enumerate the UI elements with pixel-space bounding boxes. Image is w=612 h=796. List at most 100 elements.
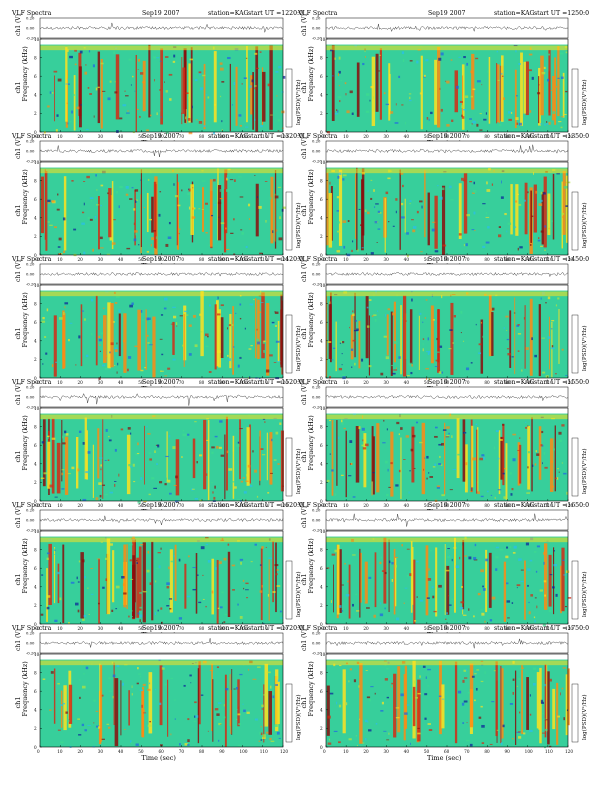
sferic-streak xyxy=(203,419,207,490)
noise-patch xyxy=(87,87,90,89)
waveform-trace xyxy=(325,23,569,32)
noise-patch xyxy=(521,369,523,372)
sferic-streak xyxy=(521,665,523,735)
time-tick-label: 80 xyxy=(199,134,205,139)
noise-patch xyxy=(242,477,245,479)
sferic-streak xyxy=(548,71,550,113)
noise-patch xyxy=(425,351,430,353)
noise-patch xyxy=(149,344,153,346)
freq-tick-label: 0 xyxy=(34,745,37,750)
noise-patch xyxy=(134,90,136,92)
noise-patch xyxy=(563,472,567,475)
noise-patch xyxy=(264,181,268,182)
noise-patch xyxy=(136,559,138,562)
noise-patch xyxy=(270,472,273,474)
noise-patch xyxy=(108,726,111,729)
noise-patch xyxy=(550,89,552,91)
noise-patch xyxy=(102,586,105,589)
noise-patch xyxy=(419,312,422,315)
noise-patch xyxy=(230,324,234,327)
noise-patch xyxy=(109,351,111,354)
noise-patch xyxy=(439,87,441,90)
noise-patch xyxy=(531,337,533,341)
noise-patch xyxy=(281,127,284,129)
noise-patch xyxy=(342,341,345,344)
time-tick-label: 110 xyxy=(260,503,268,508)
noise-patch xyxy=(135,452,140,456)
noise-patch xyxy=(357,248,359,252)
noise-patch xyxy=(529,694,531,697)
noise-patch xyxy=(130,543,133,546)
noise-patch xyxy=(555,593,558,597)
noise-patch xyxy=(445,618,447,620)
noise-patch xyxy=(358,685,360,688)
noise-patch xyxy=(544,466,548,469)
noise-patch xyxy=(213,178,216,182)
noise-patch xyxy=(164,483,167,486)
time-tick-label: 90 xyxy=(219,134,225,139)
sferic-streak xyxy=(237,679,240,727)
noise-patch xyxy=(448,594,450,597)
noise-patch xyxy=(410,371,413,375)
noise-patch xyxy=(337,110,339,113)
noise-patch xyxy=(42,363,44,365)
noise-patch xyxy=(213,204,217,206)
freq-tick-label: 0 xyxy=(34,130,37,135)
sferic-streak xyxy=(565,674,568,736)
sferic-streak xyxy=(112,550,115,603)
noise-patch xyxy=(238,723,241,726)
noise-patch xyxy=(542,718,547,721)
noise-patch xyxy=(558,121,562,123)
waveform-tick-label: 0.20 xyxy=(26,262,35,267)
noise-patch xyxy=(275,70,279,73)
noise-patch xyxy=(417,727,420,729)
freq-axis-label-ch: ch1 xyxy=(14,574,22,586)
noise-patch xyxy=(462,679,465,683)
freq-tick-label: 8 xyxy=(320,547,323,552)
noise-patch xyxy=(346,110,350,114)
noise-patch xyxy=(422,338,425,340)
colorbar-label: log(PSD)(V²/Hz) xyxy=(581,79,588,125)
freq-axis-label: Frequency (kHz) xyxy=(307,538,315,594)
noise-patch xyxy=(154,612,157,616)
panel-station-label: station=KAG xyxy=(208,10,249,17)
noise-patch xyxy=(537,376,540,379)
noise-patch xyxy=(237,713,241,716)
noise-patch xyxy=(457,453,460,456)
panel-date-label: Sep19 2007 xyxy=(428,10,466,17)
sferic-streak xyxy=(526,677,529,730)
noise-patch xyxy=(388,732,390,735)
noise-patch xyxy=(87,587,89,589)
noise-patch xyxy=(159,89,161,91)
noise-patch xyxy=(245,582,249,585)
noise-patch xyxy=(422,348,424,352)
noise-patch xyxy=(511,487,514,491)
noise-patch xyxy=(384,678,388,681)
sferic-streak xyxy=(249,424,251,484)
noise-patch xyxy=(246,711,250,714)
waveform-tick-label: 0.00 xyxy=(26,26,35,31)
sferic-streak xyxy=(54,75,56,122)
colorbar-frame xyxy=(285,68,293,128)
noise-patch xyxy=(139,619,141,623)
noise-patch xyxy=(333,730,338,733)
noise-patch xyxy=(100,204,103,207)
sferic-streak xyxy=(235,66,238,126)
noise-patch xyxy=(45,352,48,355)
sferic-streak xyxy=(538,76,540,124)
noise-patch xyxy=(482,585,484,588)
noise-patch xyxy=(169,492,172,495)
sferic-streak xyxy=(172,321,175,355)
sferic-streak xyxy=(62,312,66,368)
noise-patch xyxy=(537,92,541,95)
noise-patch xyxy=(342,374,346,377)
noise-patch xyxy=(359,224,362,226)
time-tick-label: 70 xyxy=(464,503,470,508)
noise-patch xyxy=(549,574,553,576)
noise-patch xyxy=(172,446,176,450)
noise-patch xyxy=(415,696,418,699)
waveform-axis-label: ch1 (V) xyxy=(301,383,308,405)
noise-patch xyxy=(433,610,437,613)
noise-patch xyxy=(483,118,487,121)
freq-axis-label-ch: ch1 xyxy=(300,205,308,217)
